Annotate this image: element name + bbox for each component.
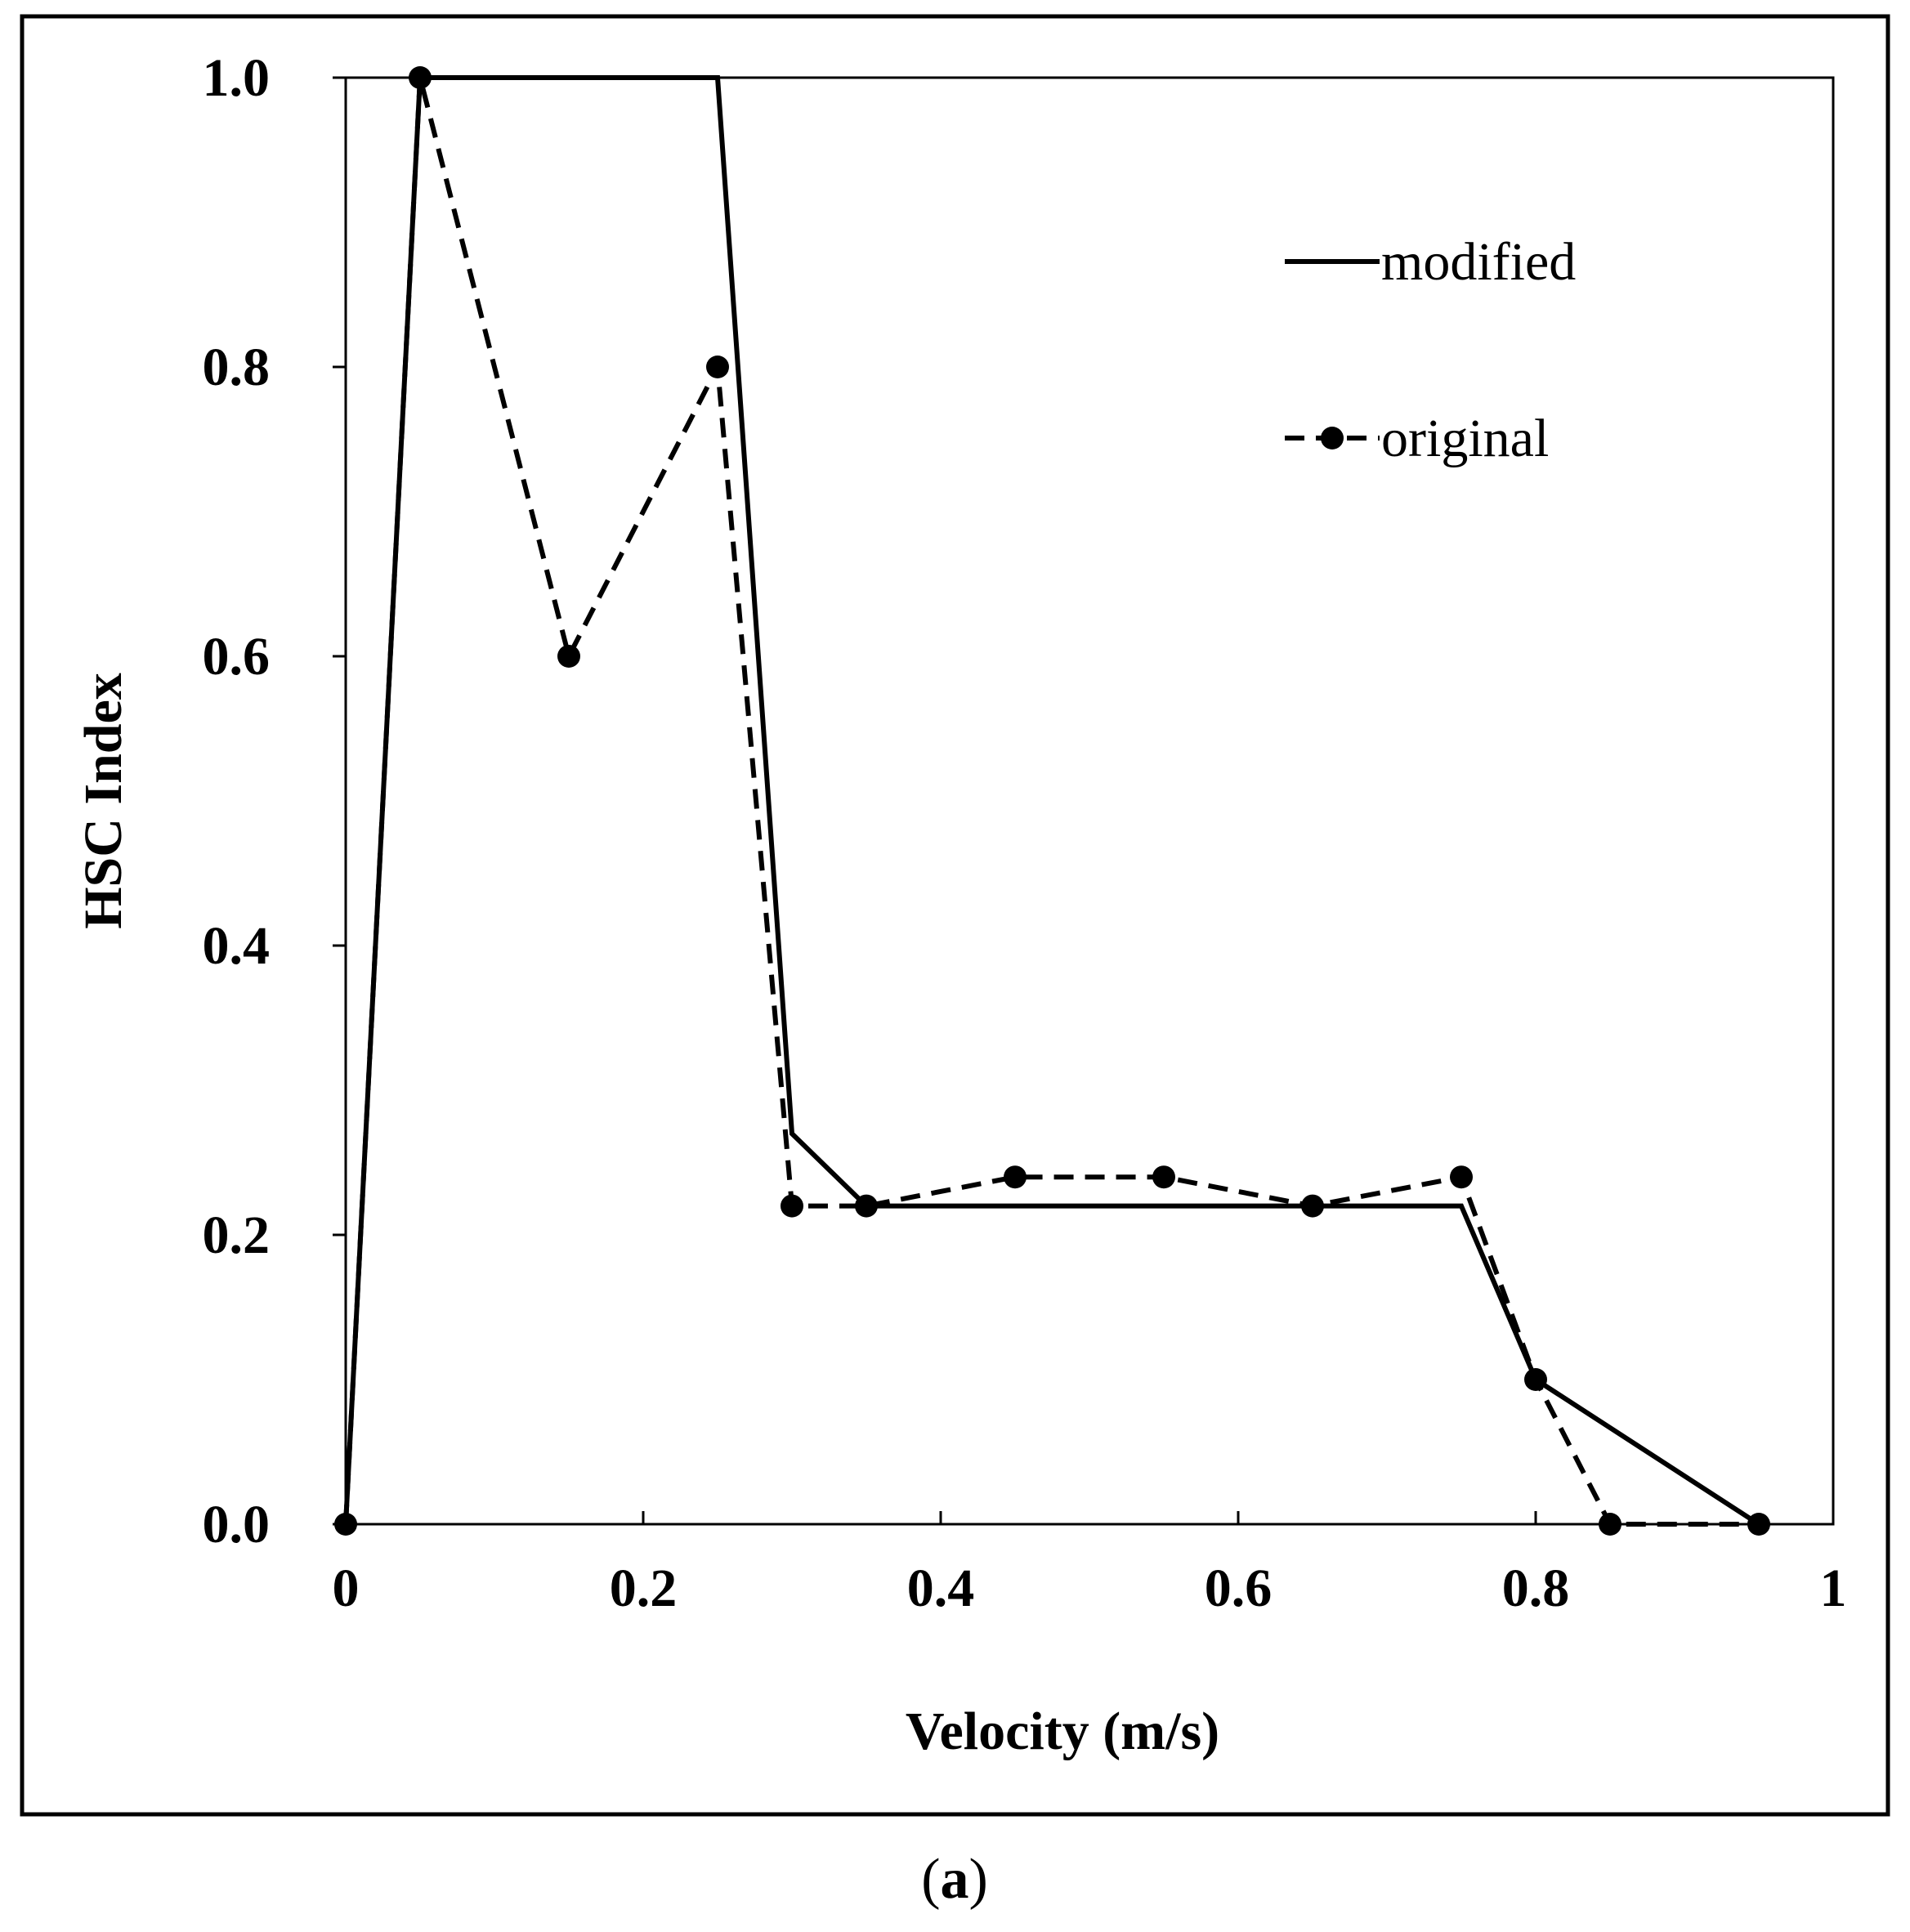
series-point-original — [1152, 1165, 1175, 1189]
x-axis-ticks: 0 0.2 0.4 0.6 0.8 1 — [333, 1511, 1847, 1618]
y-tick-label: 0.2 — [203, 1205, 271, 1265]
series-point-original — [1524, 1368, 1547, 1391]
caption-close-paren: ) — [969, 1848, 988, 1911]
y-axis-title: HSC Index — [74, 673, 133, 929]
x-tick-label: 0.6 — [1205, 1559, 1273, 1618]
legend-label-original: original — [1381, 409, 1549, 468]
series-point-original — [557, 645, 580, 668]
series-line-modified — [343, 75, 1760, 1527]
series-line-original — [343, 77, 1759, 1527]
series-point-original — [706, 356, 729, 378]
x-tick-label: 0.8 — [1502, 1559, 1570, 1618]
series-point-original — [1747, 1513, 1770, 1536]
figure-border — [20, 14, 1890, 1817]
series-point-original — [855, 1194, 878, 1218]
y-tick-label: 1.0 — [203, 48, 271, 108]
x-tick-label: 0 — [333, 1559, 360, 1618]
y-tick-label: 0.8 — [203, 338, 271, 397]
figure-caption: (a) — [921, 1848, 988, 1911]
plot-area — [344, 76, 1835, 1526]
series-point-original — [1450, 1165, 1473, 1189]
x-tick-label: 0.2 — [610, 1559, 678, 1618]
series-point-original — [781, 1194, 803, 1218]
legend-marker-original — [1321, 427, 1344, 449]
legend-label-modified: modified — [1381, 232, 1576, 292]
caption-letter: a — [941, 1848, 969, 1911]
series-point-original — [409, 66, 432, 89]
series-point-original — [1004, 1165, 1027, 1189]
y-tick-label: 0.4 — [203, 916, 271, 976]
x-axis-title: Velocity (m/s) — [906, 1702, 1219, 1761]
legend: modified original — [1285, 232, 1576, 468]
series-point-original — [1301, 1194, 1324, 1218]
series-layer — [334, 66, 1770, 1536]
x-tick-label: 0.4 — [907, 1559, 975, 1618]
series-point-original — [1599, 1513, 1621, 1536]
x-tick-label: 1 — [1820, 1559, 1847, 1618]
caption-open-paren: ( — [921, 1848, 940, 1911]
y-tick-label: 0.6 — [203, 627, 271, 686]
y-tick-label: 0.0 — [203, 1495, 271, 1554]
series-point-original — [334, 1513, 357, 1536]
y-axis-ticks: 0.0 0.2 0.4 0.6 0.8 1.0 — [203, 48, 346, 1554]
